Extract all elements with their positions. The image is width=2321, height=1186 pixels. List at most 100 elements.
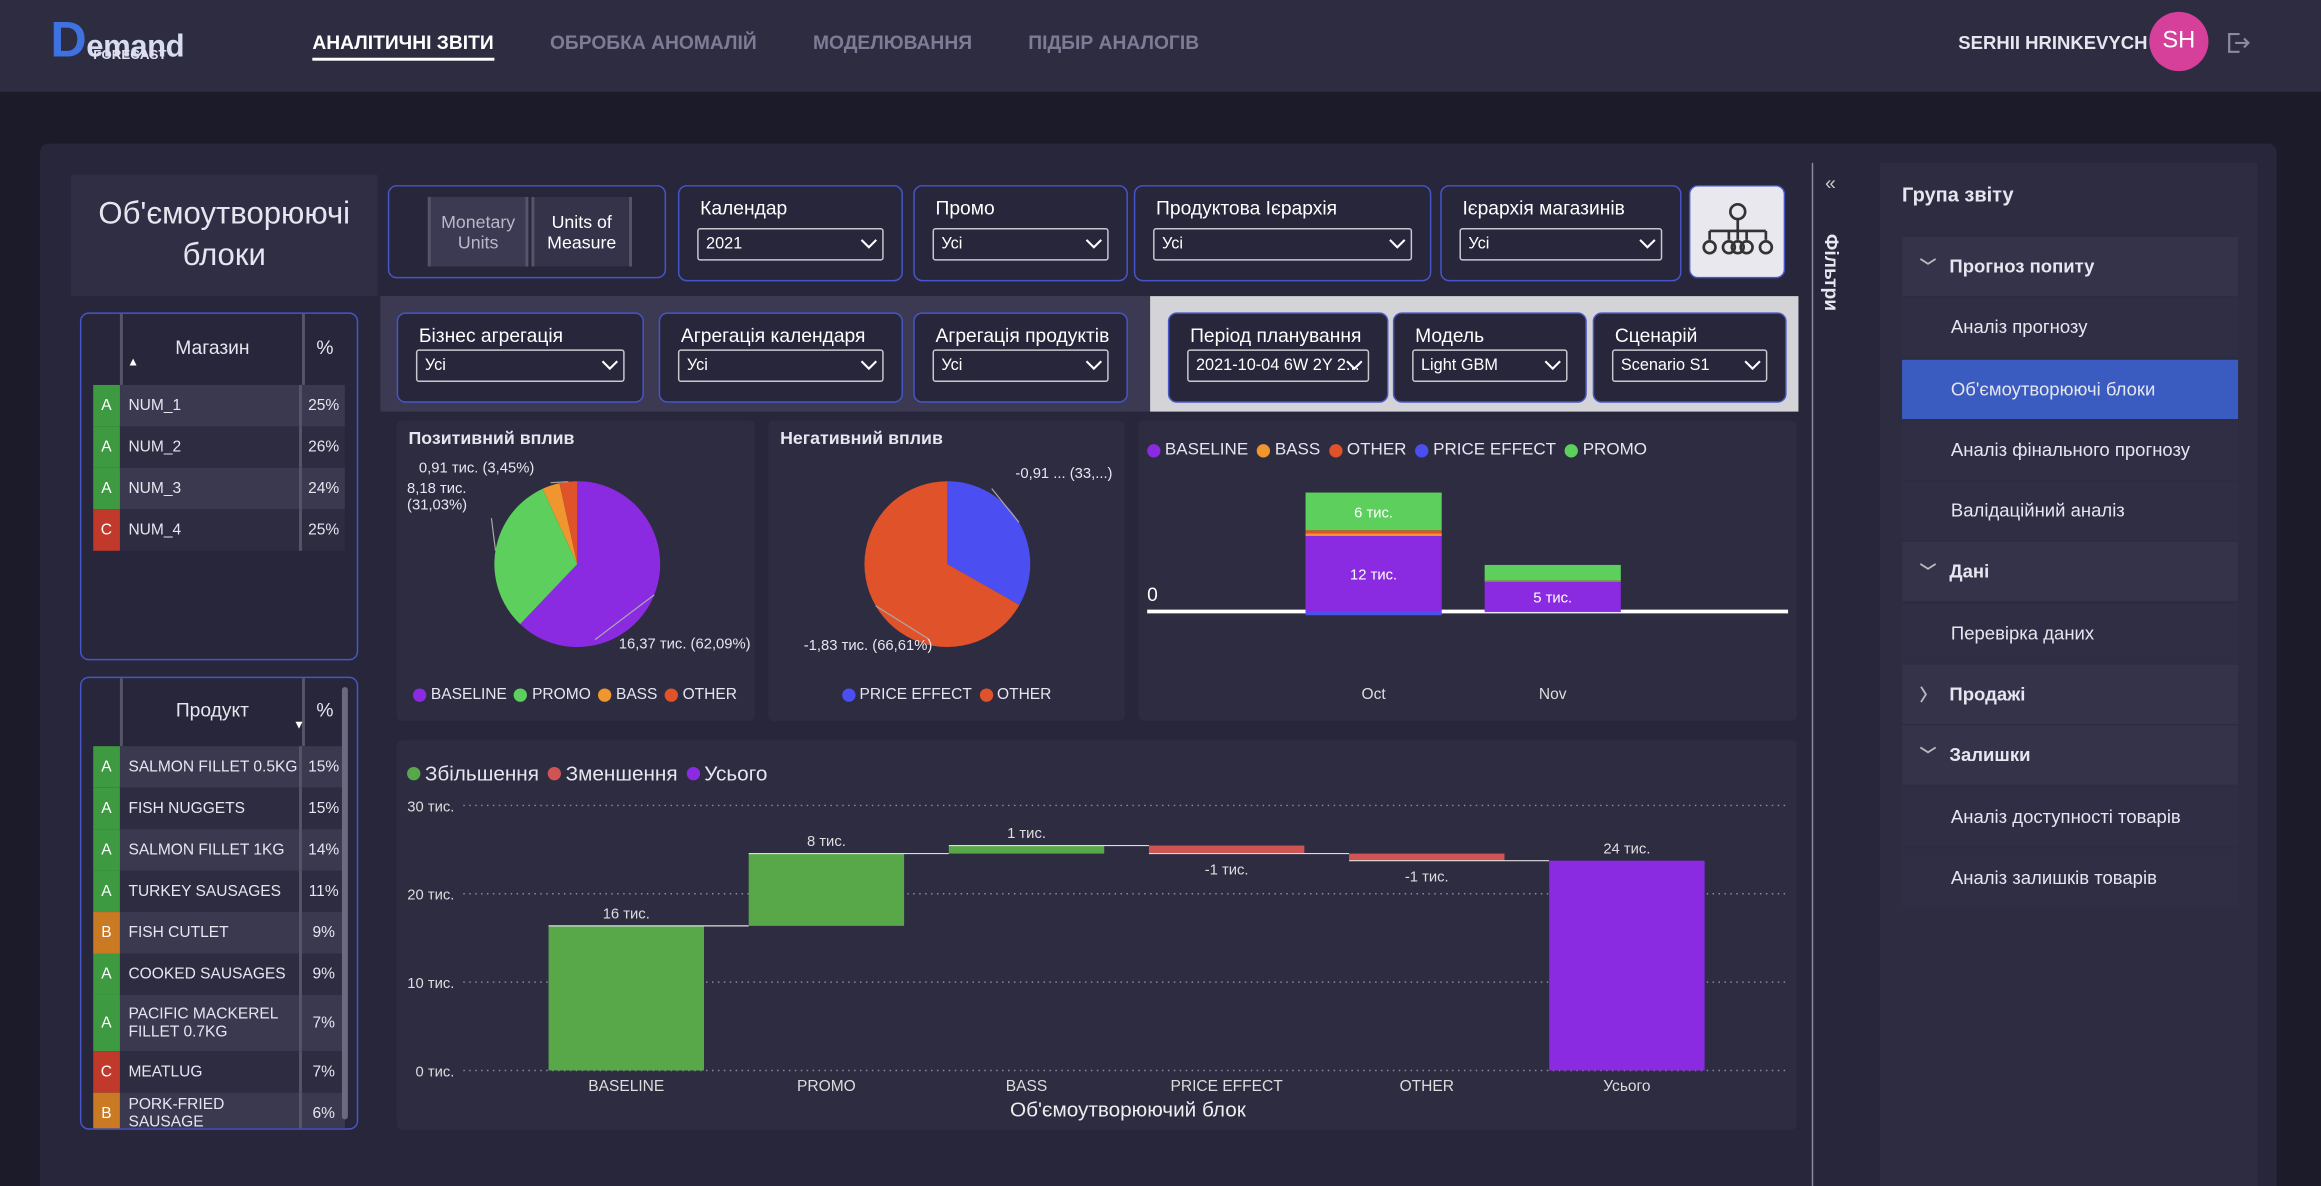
nav-item[interactable]: АНАЛІТИЧНІ ЗВІТИ [312,31,494,61]
legend-item[interactable]: PRICE EFFECT [1415,441,1556,459]
legend-item[interactable]: OTHER [1329,441,1406,459]
logo-sub: FORECAST [93,47,167,63]
data-label: -1 тис. [1205,862,1249,878]
column-header[interactable]: % [316,698,334,722]
row-name: TURKEY SAUSAGES [120,870,303,913]
group-header[interactable]: ﹀ Прогноз попиту [1902,236,2239,297]
menu-item[interactable]: Аналіз доступності товарів [1902,787,2239,847]
table-row[interactable]: A FISH NUGGETS 15% [93,787,345,830]
column-header[interactable]: % [316,336,334,359]
menu-item[interactable]: Валідаційний аналіз [1902,481,2239,541]
dropdown[interactable]: Усі [932,349,1109,382]
filter[interactable]: Модель Light GBM [1392,312,1587,403]
menu-item[interactable]: Аналіз фінального прогнозу [1902,420,2239,480]
chevron [1346,360,1363,371]
legend-item[interactable]: BASELINE [413,686,507,703]
leader-line [550,481,569,484]
table-row[interactable]: A NUM_1 25% [93,384,345,427]
legend-item[interactable]: Усього [686,761,767,785]
legend-item[interactable]: Збільшення [407,761,539,785]
table-row[interactable]: A SALMON FILLET 0.5KG 15% [93,746,345,788]
filter[interactable]: Промо Усі [913,185,1128,282]
menu-item[interactable]: Аналіз прогнозу [1902,298,2239,358]
panel [1138,420,1797,722]
hierarchy-button[interactable] [1688,185,1786,279]
menu-item[interactable]: Перевірка даних [1902,603,2239,663]
data-label: 1 тис. [1007,826,1046,842]
legend-item[interactable]: BASS [1257,441,1320,459]
legend-item[interactable]: BASS [598,686,657,703]
logout-icon[interactable] [2226,31,2250,55]
legend-item[interactable]: OTHER [664,686,737,703]
avatar[interactable]: SH [2149,11,2209,72]
filter-label: Календар [700,196,788,220]
row-code: C [93,1051,120,1093]
dropdown[interactable]: Scenario S1 [1611,349,1768,382]
pie-slice [559,481,578,565]
dropdown[interactable]: Усі [1459,228,1663,261]
group-header[interactable]: ﹀ Залишки [1902,726,2239,786]
table-row[interactable]: A TURKEY SAUSAGES 11% [93,870,345,913]
dropdown[interactable]: Усі [1153,228,1413,261]
bar-segment [1484,581,1621,612]
table-row[interactable]: A NUM_2 26% [93,426,345,468]
unit-option[interactable]: Units of Measure [531,196,633,267]
legend-item[interactable]: BASELINE [1147,441,1248,459]
column-header[interactable]: Продукт [175,698,249,722]
bar [548,925,704,1071]
filter-label: Модель [1415,324,1485,347]
data-label: 12 тис. [1350,568,1397,584]
sidebar-title: Група звіту [1902,183,2014,206]
group-header[interactable]: 〉 Продажі [1902,664,2239,725]
menu-item[interactable]: Об'ємоутворюючі блоки [1902,359,2239,419]
filter[interactable]: Календар 2021 [677,185,903,282]
legend-label: Усього [704,761,768,785]
filter[interactable]: Агрегація продуктів Усі [913,312,1128,403]
nav-item[interactable]: МОДЕЛЮВАННЯ [812,31,973,54]
unit-option[interactable]: Monetary Units [427,196,529,267]
legend-item[interactable]: Зменшення [547,761,678,785]
logo[interactable]: Demand [50,12,184,70]
nav-item[interactable]: ОБРОБКА АНОМАЛІЙ [549,31,757,54]
table-row[interactable]: B FISH CUTLET 9% [93,912,345,954]
filter[interactable]: Продуктова Ієрархія Усі [1133,185,1432,282]
data-label: 24 тис. [1603,841,1650,857]
filter[interactable]: Сценарій Scenario S1 [1592,312,1787,403]
nav-item[interactable]: ПІДБІР АНАЛОГІВ [1028,31,1200,54]
filter-label: Агрегація продуктів [935,324,1110,347]
filter[interactable]: Агрегація календаря Усі [658,312,903,403]
legend-swatch [979,687,993,702]
filter[interactable]: Ієрархія магазинів Усі [1440,185,1682,282]
table-row[interactable]: A SALMON FILLET 1KG 14% [93,829,345,871]
table-row[interactable]: A COOKED SAUSAGES 9% [93,953,345,995]
legend-item[interactable]: PRICE EFFECT [841,686,972,703]
table-row[interactable]: C MEATLUG 7% [93,1051,345,1093]
chevron [1085,239,1103,249]
table-row[interactable]: A NUM_3 24% [93,467,345,510]
filter-label: Продуктова Ієрархія [1156,196,1338,220]
legend-item[interactable]: PROMO [514,686,591,703]
legend: Збільшення Зменшення Усього [407,761,767,785]
legend-item[interactable]: OTHER [979,686,1051,703]
table-row[interactable]: B PORK-FRIED SAUSAGE 6% [93,1092,345,1129]
group-header[interactable]: ﹀ Дані [1902,542,2239,602]
dropdown[interactable]: 2021 [697,228,884,261]
dropdown[interactable]: Light GBM [1412,349,1568,382]
filter[interactable]: Період планування 2021-10-04 6W 2Y 2... [1167,312,1389,403]
filter[interactable]: Бізнес агрегація Усі [396,312,644,403]
row-name: PORK-FRIED SAUSAGE [120,1092,303,1129]
collapse-icon[interactable]: « [1825,171,1836,194]
report-title: Об'ємоутворюючі блоки [71,174,378,297]
dropdown[interactable]: Усі [677,349,884,382]
header-divider [119,313,123,385]
menu-item[interactable]: Аналіз залишків товарів [1902,848,2239,908]
table-row[interactable]: A PACIFIC MACKEREL FILLET 0.7KG 7% [93,994,345,1052]
dropdown[interactable]: Усі [932,228,1109,261]
table-row[interactable]: C NUM_4 25% [93,509,345,551]
column-header[interactable]: Магазин [175,336,250,359]
filters-tab[interactable]: Фільтри [1820,233,1843,312]
dropdown[interactable]: Усі [415,349,625,382]
dropdown[interactable]: 2021-10-04 6W 2Y 2... [1187,349,1370,382]
legend-item[interactable]: PROMO [1564,441,1647,459]
filter-label: Період планування [1190,324,1362,347]
